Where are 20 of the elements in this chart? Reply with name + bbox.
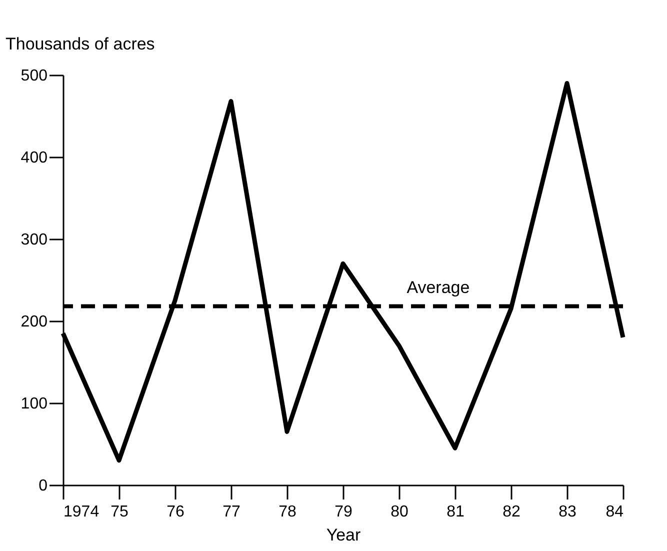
y-tick-label: 0 [38, 478, 48, 494]
x-axis-title: Year [326, 526, 362, 544]
x-tick-label: 75 [110, 504, 128, 520]
ref-line-label: Average [406, 278, 470, 298]
y-tick-label: 100 [20, 396, 48, 412]
x-tick-label: 84 [606, 504, 624, 520]
y-tick-label: 300 [20, 232, 48, 248]
x-tick-label: 1974 [64, 504, 100, 520]
x-tick-label: 77 [222, 504, 240, 520]
y-axis-title: Thousands of acres [6, 34, 155, 54]
x-tick-label: 81 [446, 504, 464, 520]
x-tick-label: 83 [558, 504, 576, 520]
x-tick-label: 76 [166, 504, 184, 520]
y-tick-label: 200 [20, 314, 48, 330]
x-tick-label: 78 [278, 504, 296, 520]
x-tick-label: 82 [502, 504, 520, 520]
y-tick-label: 400 [20, 150, 48, 166]
y-tick-label: 500 [20, 68, 48, 84]
x-tick-label: 79 [334, 504, 352, 520]
x-tick-label: 80 [390, 504, 408, 520]
